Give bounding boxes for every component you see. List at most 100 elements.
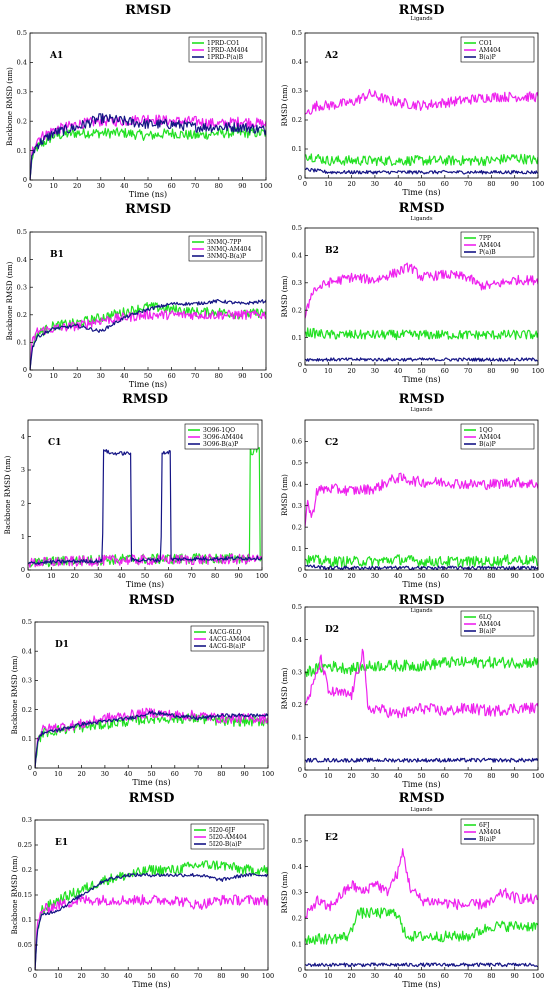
x-tick-label: 80 [217,972,225,980]
x-tick-label: 40 [117,572,125,580]
series-line-3 [35,710,268,768]
x-tick-label: 60 [171,770,179,778]
y-tick-label: 0.1 [22,735,32,743]
series-line-2 [305,262,538,319]
y-tick-label: 3 [21,466,25,474]
series-line-2 [305,88,538,115]
y-tick-label: 0.2 [17,311,27,319]
y-tick-label: 0 [298,174,302,182]
legend-entry: 4ACG-AM404 [209,636,251,643]
legend-entry: 7PP [479,235,491,242]
panel-label: E1 [55,838,68,848]
x-tick-label: 0 [303,772,307,780]
x-tick-label: 90 [511,772,519,780]
x-tick-label: 70 [194,770,202,778]
series-line-3 [35,872,268,970]
x-tick-label: 70 [464,572,472,580]
chart-panel-c1: RMSD 0 10 20 30 40 50 60 70 80 90 100 0 1 2 3 4 Time (ns)… [4,392,268,589]
legend-entry: AM404 [478,242,501,249]
y-tick-label: 0.1 [292,545,302,553]
x-tick-label: 10 [324,972,332,980]
chart-title: RMSD [399,392,445,407]
legend-entry: 3NMQ-B(a)P [207,253,246,260]
y-tick-label: 0.2 [22,866,32,874]
legend-entry: 5I20-6JF [209,827,235,834]
x-axis-label: Time (ns) [402,580,440,589]
x-tick-label: 100 [256,572,268,580]
legend-entry: 3NMQ-AM404 [207,246,251,253]
y-axis-label: Backbone RMSD (nm) [4,455,12,534]
legend-entry: AM404 [478,829,501,836]
panel-label: E2 [325,833,338,843]
x-tick-label: 50 [417,367,425,375]
x-tick-label: 80 [487,772,495,780]
y-axis-label: Backbone RMSD (nm) [6,261,14,340]
y-tick-label: 0.1 [22,916,32,924]
x-axis-label: Time (ns) [129,380,167,389]
x-tick-label: 20 [347,772,355,780]
series-line-2 [305,472,538,528]
x-tick-label: 40 [120,182,128,190]
panel-label: C1 [48,438,61,448]
x-tick-label: 90 [234,572,242,580]
legend-entry: B(a)P [479,836,496,843]
y-tick-label: 0.3 [292,279,302,287]
series-line-2 [30,309,266,370]
series-line-1 [35,712,268,768]
chart-title: RMSD [399,593,445,608]
legend-entry: AM404 [478,47,501,54]
y-tick-label: 0 [23,176,27,184]
x-tick-label: 10 [54,770,62,778]
series-line-1 [305,327,538,341]
x-tick-label: 20 [73,372,81,380]
x-tick-label: 20 [77,972,85,980]
y-tick-label: 0.4 [17,256,27,264]
y-tick-label: 0 [28,966,32,974]
series-line-3 [305,167,538,175]
y-tick-label: 0.2 [17,117,27,125]
x-axis-label: Time (ns) [132,778,170,787]
x-tick-label: 10 [54,972,62,980]
x-tick-label: 90 [511,367,519,375]
y-tick-label: 0.5 [292,459,302,467]
x-tick-label: 30 [97,372,105,380]
legend-entry: B(a)P [479,628,496,635]
y-tick-label: 0.1 [292,145,302,153]
y-tick-label: 0 [298,566,302,574]
y-tick-label: 0.05 [18,941,32,949]
chart-subtitle: Ligands [410,407,432,413]
x-tick-label: 80 [487,572,495,580]
y-tick-label: 0.1 [17,339,27,347]
x-tick-label: 60 [441,772,449,780]
x-tick-label: 30 [94,572,102,580]
x-tick-label: 30 [371,367,379,375]
series-line-3 [30,299,266,370]
y-tick-label: 0.4 [292,480,302,488]
series-line-3 [28,449,262,565]
y-tick-label: 0.3 [292,889,302,897]
y-tick-label: 0.4 [22,647,32,655]
y-axis-label: RMSD (nm) [281,474,289,516]
x-tick-label: 20 [347,180,355,188]
x-tick-label: 50 [417,180,425,188]
x-tick-label: 80 [487,367,495,375]
panel-label: A2 [324,51,338,61]
x-tick-label: 10 [47,572,55,580]
x-tick-label: 10 [324,180,332,188]
x-tick-label: 20 [71,572,79,580]
y-axis-label: RMSD (nm) [281,871,289,913]
y-tick-label: 0.1 [17,147,27,155]
x-tick-label: 30 [101,972,109,980]
x-tick-label: 50 [147,972,155,980]
y-tick-label: 0.4 [292,58,302,66]
y-axis-label: Backbone RMSD (nm) [6,67,14,146]
legend-entry: P(a)B [479,249,496,256]
x-tick-label: 30 [371,572,379,580]
legend-entry: 3O96-AM404 [203,434,244,441]
series-line-3 [30,113,266,180]
series-line-3 [305,757,538,763]
y-tick-label: 0 [21,566,25,574]
